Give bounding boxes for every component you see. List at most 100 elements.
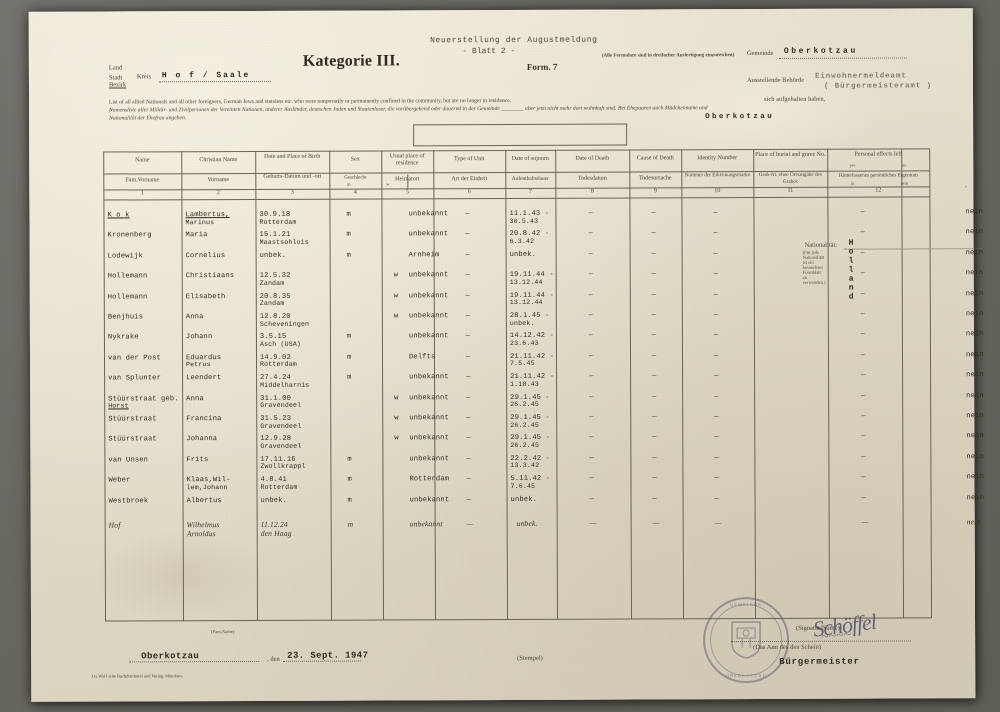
cell-name: van Splunter (108, 374, 161, 383)
col-header-sojourn: Date of sojourn (511, 155, 549, 162)
col-num-2: 2 (216, 190, 220, 197)
table-col-rule (929, 148, 933, 619)
cell-name: van der Post (107, 354, 161, 363)
cell-identity: — (713, 331, 719, 340)
cell-unit: — (466, 495, 471, 504)
cell-effects: nein (965, 269, 984, 278)
stamp-top-text: GEMEINDE (729, 602, 762, 608)
col-header-name: Name (135, 157, 150, 164)
cell-effects: nein (966, 391, 984, 400)
cell-birth-place: Zwollkrappl (260, 463, 306, 471)
table-col-rule (433, 150, 437, 621)
table-col-rule (329, 150, 333, 621)
cell-cause: — (651, 291, 657, 300)
cell-effects: nein (966, 371, 984, 380)
cell-name-secondary: Horst (108, 402, 129, 410)
form-header: Neuerstellung der Augustmeldung - Blatt … (29, 8, 1000, 302)
col-header-de-cause: Todesursache (639, 175, 672, 182)
cell-effects: nein (966, 493, 985, 502)
cell-residence: Rotterdam (409, 475, 450, 484)
cell-sex: w (394, 393, 399, 403)
cell-unit: — (465, 312, 471, 321)
cell-identity: — (714, 392, 719, 401)
cell-sex: m (346, 230, 351, 239)
cell-sojourn-to: 13.12.44 (509, 298, 543, 307)
col-header-sex: Sex (350, 156, 360, 163)
cell-cause: — (651, 229, 656, 238)
col-header-unit: Type of Unit (453, 156, 485, 163)
cell-birth-place-handwritten: den Haag (260, 528, 292, 538)
col-num-8: 8 (590, 188, 594, 195)
cell-christian-name-handwritten: Wilhelmus (186, 520, 220, 530)
cell-residence: unbekannt (409, 434, 450, 443)
cell-birth-place: Gravendeel (260, 422, 302, 430)
table-col-rule (629, 149, 633, 620)
nationality-box: Nationalität: H o l l a n d (Für jede Na… (413, 123, 1000, 302)
stadt-kreis-value: H o f / Saale (161, 70, 251, 81)
cell-cause: — (651, 352, 657, 361)
form-sheet-number: - Blatt 2 - (462, 46, 516, 57)
cell-residence: unbekannt (409, 414, 449, 423)
cell-burial: — (860, 269, 866, 278)
cell-sex: m (346, 251, 352, 260)
cell-burial: — (861, 453, 866, 462)
cell-residence: unbekannt (408, 312, 449, 321)
col-header-de-name: Fam.Vorname (125, 177, 160, 184)
stamp-label: (Stempel) (517, 654, 543, 662)
col-num-7: 7 (528, 188, 532, 195)
stamp-bottom-text: OBERKOTZAU (725, 672, 767, 679)
cell-birth-place: Rotterdam (259, 218, 297, 226)
cell-effects: nein (966, 412, 984, 421)
cell-christian-name: Christiaans (185, 272, 235, 281)
cell-identity: — (713, 229, 718, 238)
cell-death-date: — (588, 311, 594, 320)
cell-sojourn-to: 30.5.43 (509, 217, 539, 225)
cell-name: Lodewijk (107, 252, 143, 261)
cell-name: Benjhuis (107, 313, 144, 322)
cell-name: K o k (107, 211, 130, 220)
cell-sojourn-to: 6.3.42 (509, 237, 535, 245)
cell-christian-name-secondary: Petrus (186, 361, 211, 369)
behoerde-value: Einwohnermeldeamt (814, 72, 907, 81)
sich-aufgehalten-label: sich aufgehalten haben, (764, 95, 826, 103)
cell-burial: — (860, 249, 866, 258)
cell-burial: — (860, 351, 866, 360)
cell-effects: nein (965, 248, 984, 258)
cell-death-date: — (588, 332, 594, 341)
col-header-de-identity: Nummer der Erkennungsmarke (684, 172, 751, 179)
cell-christian-name: Maria (185, 231, 208, 240)
col-header-effects: Personal effects left (854, 151, 903, 158)
official-round-stamp: GEMEINDE OBERKOTZAU (702, 596, 790, 684)
bezirk-label: Bezirk (108, 81, 127, 89)
cell-unit: — (465, 332, 471, 341)
cell-residence: unbekannt (409, 495, 450, 504)
col-header-de-effects: Hinterlassenes persönliches Eigentum (838, 172, 918, 179)
cell-effects: nein (965, 310, 984, 319)
cell-death-date: — (588, 209, 593, 218)
table-col-rule (555, 149, 559, 620)
den-label: , den (267, 655, 280, 663)
registration-table: Name Christian Name Date and Place of Bi… (103, 148, 984, 622)
cell-sojourn-handwritten: unbek. (516, 518, 538, 528)
all-forms-note: (Alle Formulare sind in dreifacher Ausfe… (601, 53, 735, 59)
cell-identity: — (713, 249, 719, 258)
effects-split (965, 186, 967, 188)
cell-sex: w (394, 414, 399, 423)
cell-effects: nein (966, 473, 985, 482)
cell-sojourn-to: 26.2.45 (510, 441, 540, 449)
col-header-residence: Usual place of residence (389, 153, 425, 167)
date-rule (283, 660, 362, 662)
cell-sex: m (347, 496, 352, 505)
cell-cause: — (651, 250, 657, 259)
table-col-rule (505, 149, 509, 620)
cell-sex: m (347, 475, 352, 484)
col-num-11: 11 (787, 187, 794, 194)
cell-christian-name: Albertus (186, 496, 222, 505)
cell-birth-place: Gravendeel (260, 401, 302, 410)
cell-sojourn-from: unbek. (510, 495, 538, 504)
cell-effects: nein (965, 330, 984, 339)
cell-cause: — (652, 372, 657, 381)
cell-effects: nein (966, 432, 984, 441)
gemeinde-inline-value: Oberkotzau (705, 112, 775, 122)
